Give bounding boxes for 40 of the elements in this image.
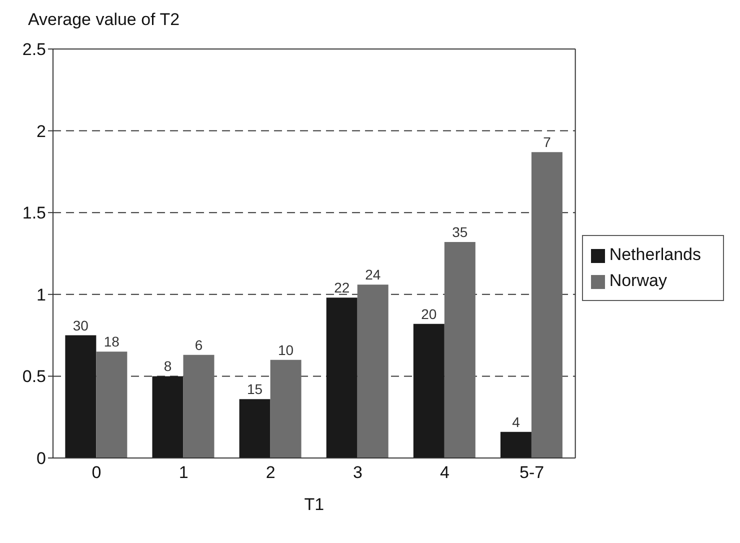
annotation: 35 bbox=[452, 224, 468, 240]
annotation: 6 bbox=[194, 336, 203, 353]
bar bbox=[357, 284, 388, 458]
bar bbox=[96, 352, 128, 458]
annotation: 20 bbox=[421, 306, 437, 322]
annotation: 8 bbox=[164, 358, 172, 374]
y-tick-label: 0 bbox=[36, 449, 46, 468]
annotation: 7 bbox=[543, 134, 552, 150]
bar bbox=[413, 324, 444, 458]
annotation: 24 bbox=[365, 266, 381, 283]
x-tick-label: 2 bbox=[266, 463, 276, 482]
bar bbox=[500, 432, 532, 458]
annotation: 30 bbox=[72, 317, 89, 334]
bar bbox=[183, 354, 214, 458]
annotation: 15 bbox=[247, 381, 263, 398]
bar bbox=[65, 335, 96, 458]
y-axis-title: Average value of T2 bbox=[28, 10, 180, 30]
x-tick-label: 1 bbox=[178, 463, 188, 482]
annotation: 4 bbox=[512, 414, 520, 430]
y-tick-label: 0.5 bbox=[22, 367, 46, 386]
annotation: 22 bbox=[334, 280, 350, 296]
x-tick-label: 4 bbox=[440, 463, 450, 482]
y-tick-label: 2.5 bbox=[22, 40, 46, 60]
y-tick-label: 2 bbox=[36, 122, 46, 141]
annotation: 10 bbox=[278, 342, 294, 358]
bar bbox=[270, 360, 302, 458]
x-tick-label: 3 bbox=[352, 463, 362, 482]
x-tick-label: 0 bbox=[92, 463, 102, 482]
bar bbox=[326, 298, 358, 458]
x-tick-label: 5-7 bbox=[520, 463, 544, 482]
y-tick-label: 1.5 bbox=[22, 204, 46, 223]
legend-label: Netherlands bbox=[609, 245, 701, 264]
bar bbox=[444, 242, 476, 458]
x-axis-title: T1 bbox=[304, 495, 324, 514]
legend-label: Norway bbox=[609, 271, 667, 290]
annotation: 18 bbox=[104, 334, 120, 350]
y-tick-label: 1 bbox=[36, 285, 46, 304]
bar bbox=[239, 399, 270, 458]
bar bbox=[531, 152, 562, 458]
bar bbox=[152, 376, 184, 458]
